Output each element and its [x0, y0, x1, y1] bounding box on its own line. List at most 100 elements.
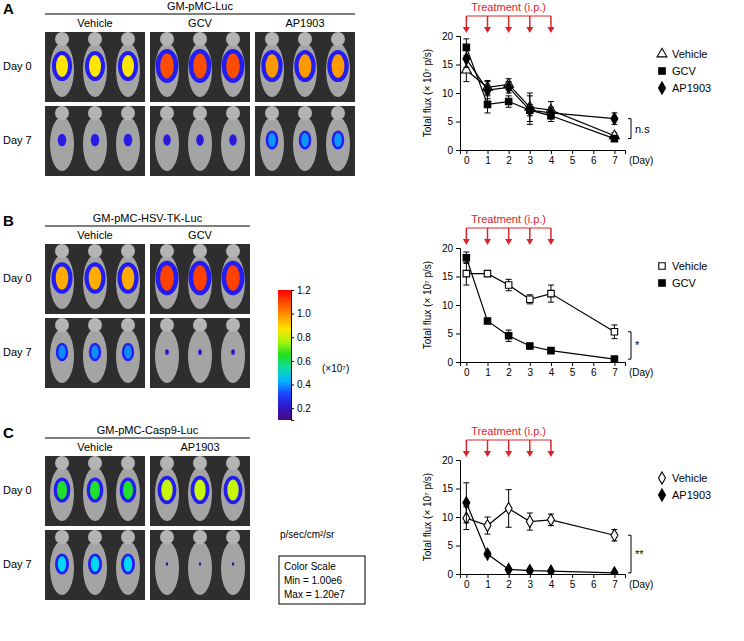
x-tick: 0 — [464, 574, 470, 590]
signal-outer — [87, 477, 104, 502]
significance-label: ** — [635, 548, 644, 560]
color-scale-box — [279, 556, 365, 604]
x-tick: 0 — [464, 362, 470, 378]
treatment-arrowhead — [484, 451, 491, 457]
signal-outer — [332, 131, 345, 150]
series-marker — [484, 318, 490, 324]
x-tick-label: 7 — [612, 367, 618, 378]
panel-label: B — [3, 212, 14, 229]
x-axis: 01234567 — [461, 574, 626, 590]
treatment-arrowhead — [526, 451, 533, 457]
mouse-head — [226, 106, 240, 120]
error-bar — [548, 514, 554, 525]
mouse — [116, 329, 140, 383]
mouse-head — [121, 318, 135, 332]
x-tick-label: 5 — [570, 579, 576, 590]
signal-inner — [231, 136, 236, 144]
color-scale-text: Color Scale — [284, 561, 336, 572]
signal-outer — [199, 562, 201, 566]
color-bar-tick-label: 0.6 — [297, 356, 311, 367]
image-panel: CGM-pMC-Casp9-LucVehicleAP1903Day 0Day 7 — [3, 424, 250, 600]
signal-inner — [91, 345, 98, 359]
series-marker — [484, 101, 490, 107]
mouse-head — [265, 106, 279, 120]
y-tick: 5 — [447, 540, 460, 551]
x-tick: 1 — [485, 574, 491, 590]
mouse — [50, 43, 74, 97]
color-bar-tick-mark — [291, 337, 294, 338]
error-bar — [527, 104, 533, 115]
x-axis-title: (Day) — [629, 367, 653, 378]
y-tick-mark — [456, 460, 460, 461]
signal-outer — [232, 562, 234, 566]
x-tick-label: 7 — [612, 155, 618, 166]
signal-inner — [92, 135, 97, 144]
treatment-arrowhead — [547, 27, 554, 33]
series-line — [466, 274, 614, 332]
signal-outer — [191, 476, 210, 504]
y-tick-mark — [456, 489, 460, 490]
y-tick-label: 15 — [442, 59, 454, 70]
x-tick: 3 — [528, 362, 534, 378]
annotation-text: Treatment (i.p.) — [471, 1, 546, 13]
signal-outer — [266, 131, 279, 150]
legend-symbol — [659, 68, 665, 74]
error-bar — [506, 279, 512, 290]
mouse-head — [193, 456, 207, 470]
y-tick: 10 — [442, 300, 460, 311]
y-tick-mark — [456, 305, 460, 306]
y-tick-label: 0 — [447, 145, 453, 156]
x-tick-mark — [466, 150, 467, 154]
treatment-arrow — [529, 440, 531, 452]
series-marker — [505, 502, 512, 514]
x-tick-mark — [530, 574, 531, 578]
line-chart: 0123456705101520(Day)Total flux (× 10⁷ p… — [422, 1, 711, 166]
signal-inner — [198, 136, 203, 144]
series-marker — [527, 296, 533, 302]
y-tick-mark — [456, 517, 460, 518]
y-tick: 0 — [447, 357, 460, 368]
x-axis-title: (Day) — [629, 579, 653, 590]
group-label: GCV — [188, 229, 213, 241]
mouse-head — [226, 456, 240, 470]
series-line — [466, 47, 614, 138]
mouse-head — [193, 530, 207, 544]
signal-inner — [227, 480, 238, 501]
y-axis-title: Total flux (× 10⁷ p/s) — [422, 261, 433, 349]
mouse-head — [121, 106, 135, 120]
color-bar-axis-line — [292, 291, 295, 421]
error-bar — [527, 96, 533, 125]
y-tick-mark — [456, 248, 460, 249]
mouse-head — [226, 32, 240, 46]
mouse — [188, 255, 212, 309]
legend-label: Vehicle — [672, 260, 707, 272]
signal-inner — [226, 265, 240, 290]
x-tick: 1 — [485, 362, 491, 378]
mouse — [50, 467, 74, 521]
error-bar — [485, 319, 491, 324]
signal-outer — [88, 554, 102, 575]
signal-inner — [59, 135, 64, 144]
x-tick-label: 0 — [464, 579, 470, 590]
signal-outer — [156, 261, 179, 295]
x-axis: 01234567 — [461, 150, 626, 166]
figure: AGM-pMC-LucVehicleGCVAP1903Day 0Day 7BGM… — [0, 0, 744, 641]
error-bar — [463, 252, 469, 263]
series-line — [466, 70, 614, 136]
treatment-arrowhead — [547, 239, 554, 245]
x-tick-mark — [551, 362, 552, 366]
mouse-head — [55, 318, 69, 332]
row-label: Day 7 — [3, 346, 32, 358]
signal-outer — [222, 261, 245, 295]
signal-outer — [51, 262, 72, 294]
x-axis: 01234567 — [461, 362, 626, 378]
signal-outer — [118, 51, 138, 81]
x-tick-mark — [614, 362, 615, 366]
mouse — [188, 467, 212, 521]
x-tick-mark — [551, 150, 552, 154]
mouse — [116, 43, 140, 97]
x-tick-mark — [488, 362, 489, 366]
mouse-head — [55, 32, 69, 46]
color-bar-axis: 0.20.40.60.81.01.2 — [291, 285, 311, 421]
y-tick-label: 5 — [447, 540, 453, 551]
